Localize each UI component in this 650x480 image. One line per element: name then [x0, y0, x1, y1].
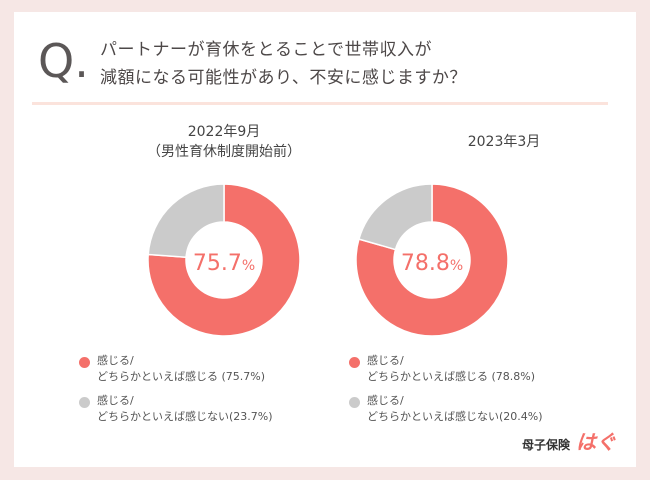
slice-no — [147, 183, 225, 259]
legend-dot-yes — [349, 357, 360, 368]
legend-label-line-2: どちらかといえば感じない(23.7%) — [97, 410, 273, 423]
chart-title-line-1: 2023年3月 — [467, 134, 541, 150]
legend-dot-no — [349, 397, 360, 408]
legend-label-line-1: 感じる/ — [97, 394, 134, 407]
divider — [32, 102, 608, 105]
logo-text: 母子保険 — [521, 438, 570, 452]
center-unit: % — [242, 258, 255, 274]
center-unit: % — [450, 258, 463, 274]
chart-title-line-1: 2022年9月 — [187, 124, 261, 140]
donut-chart: 78.8% — [355, 183, 509, 337]
question-mark-label: Q. — [38, 34, 89, 88]
legend-label-line-2: どちらかといえば感じる (78.8%) — [367, 370, 536, 383]
chart-legend: 感じる/ どちらかといえば感じる (75.7%) 感じる/ どちらかといえば感じ… — [79, 353, 273, 433]
chart-title: 2023年3月 — [359, 132, 649, 152]
chart-legend: 感じる/ どちらかといえば感じる (78.8%) 感じる/ どちらかといえば感じ… — [349, 353, 543, 433]
legend-dot-yes — [79, 357, 90, 368]
center-value: 75.7 — [193, 251, 242, 276]
slice-yes — [355, 183, 509, 337]
legend-label-line-1: 感じる/ — [367, 394, 404, 407]
legend-label-line-1: 感じる/ — [367, 354, 404, 367]
brand-logo: 母子保険 はぐ — [522, 426, 616, 455]
donut-chart: 75.7% — [147, 183, 301, 337]
slice-no — [358, 183, 433, 251]
legend-dot-no — [79, 397, 90, 408]
question-line-2: 減額になる可能性があり、不安に感じますか？ — [100, 68, 467, 88]
legend-item-yes: 感じる/ どちらかといえば感じる (75.7%) — [79, 353, 273, 385]
legend-label-line-1: 感じる/ — [97, 354, 134, 367]
question-text: パートナーが育休をとることで世帯収入が 減額になる可能性があり、不安に感じますか… — [100, 36, 467, 92]
chart-title-line-2: （男性育休制度開始前） — [147, 144, 301, 160]
legend-item-no: 感じる/ どちらかといえば感じない(23.7%) — [79, 393, 273, 425]
legend-item-no: 感じる/ どちらかといえば感じない(20.4%) — [349, 393, 543, 425]
donut-center-label: 75.7% — [193, 251, 255, 276]
legend-item-yes: 感じる/ どちらかといえば感じる (78.8%) — [349, 353, 543, 385]
question-line-1: パートナーが育休をとることで世帯収入が — [100, 40, 432, 60]
survey-card: Q. パートナーが育休をとることで世帯収入が 減額になる可能性があり、不安に感じ… — [14, 12, 636, 467]
center-value: 78.8 — [401, 251, 450, 276]
donut-center-label: 78.8% — [401, 251, 463, 276]
legend-label-line-2: どちらかといえば感じない(20.4%) — [367, 410, 543, 423]
logo-mark: はぐ — [576, 430, 616, 454]
legend-label-line-2: どちらかといえば感じる (75.7%) — [97, 370, 266, 383]
chart-title: 2022年9月 （男性育休制度開始前） — [79, 122, 369, 162]
slice-yes — [147, 183, 301, 337]
